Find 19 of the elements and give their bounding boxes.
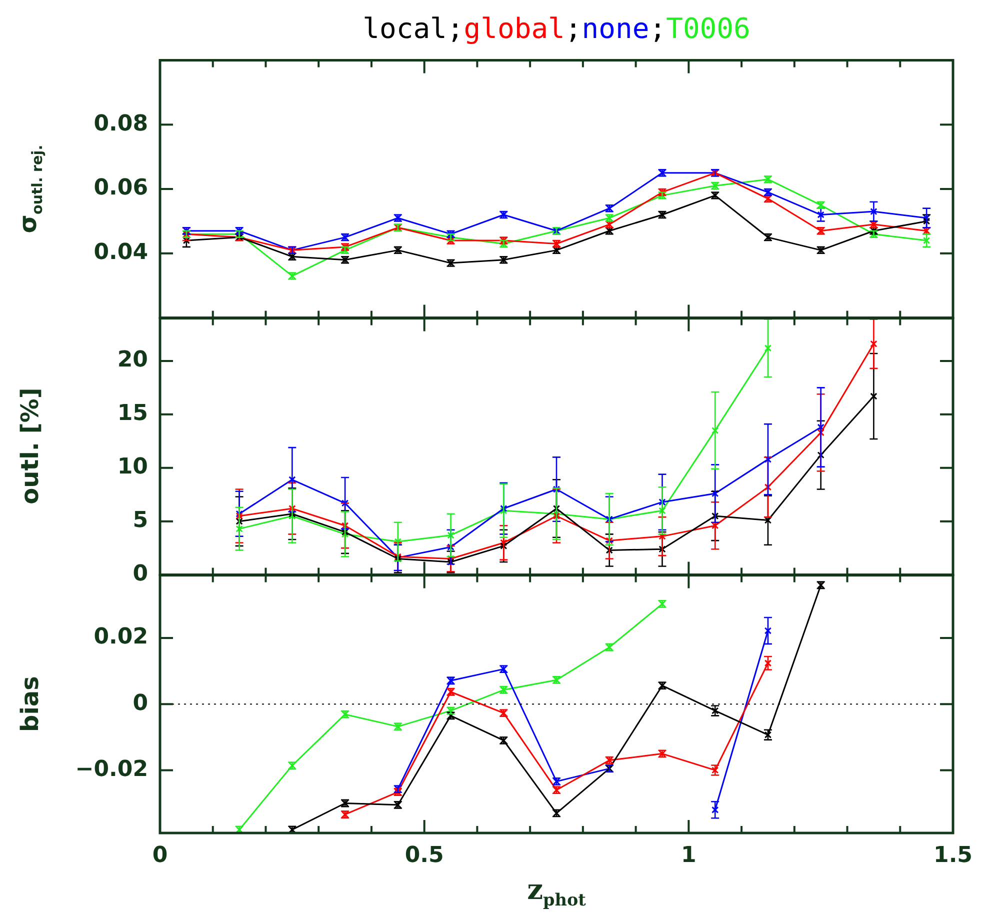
- y-axis-title: outl. [%]: [16, 388, 44, 505]
- y-tick-label: 0.02: [94, 624, 148, 650]
- x-tick-label: 1: [681, 842, 696, 868]
- x-tick-label: 0: [152, 842, 168, 868]
- y-tick-label: 0.04: [94, 240, 148, 265]
- y-tick-label: 0.06: [94, 176, 148, 201]
- y-tick-label: 10: [117, 454, 148, 480]
- y-tick-label: 0: [132, 561, 148, 586]
- y-tick-label: 0: [132, 690, 148, 716]
- y-tick-label: 0.08: [94, 111, 148, 136]
- y-axis-title: bias: [16, 676, 44, 732]
- y-tick-label: −0.02: [75, 756, 148, 782]
- x-axis-title: z$_{phot}$: [527, 872, 586, 910]
- y-tick-label: 20: [117, 347, 148, 372]
- y-tick-label: 15: [117, 400, 148, 426]
- x-tick-label: 1.5: [934, 842, 972, 868]
- y-tick-label: 5: [132, 508, 148, 533]
- x-tick-label: 0.5: [404, 842, 444, 868]
- chart-title: local;global;none;T0006: [362, 12, 750, 45]
